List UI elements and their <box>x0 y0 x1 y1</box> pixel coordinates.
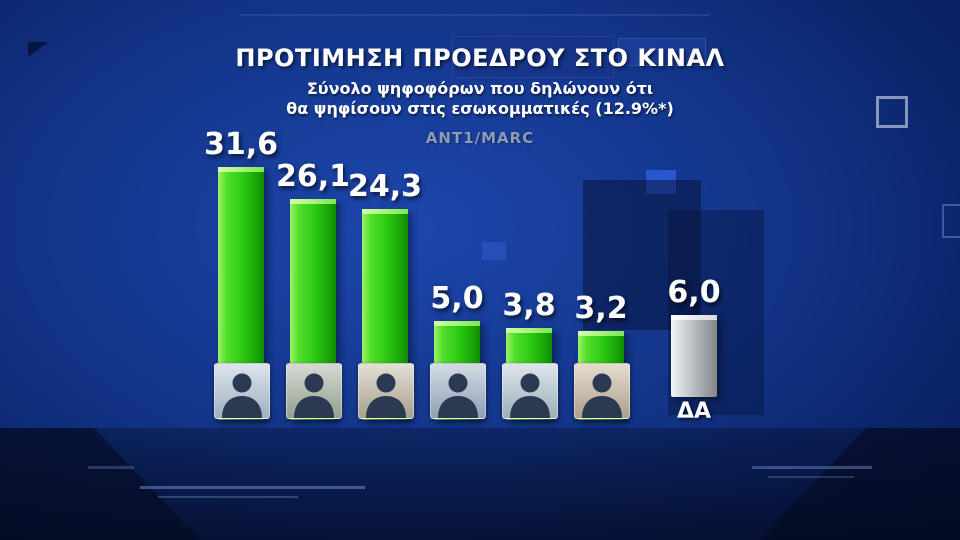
candidate-photo <box>214 363 270 419</box>
person-silhouette-icon <box>366 373 406 418</box>
bar-top-cap <box>290 199 336 204</box>
chart-title: ΠΡΟΤΙΜΗΣΗ ΠΡΟΕΔΡΟΥ ΣΤΟ ΚΙΝΑΛ <box>235 44 725 72</box>
decor-line-br-1 <box>752 466 872 469</box>
decor-rect-a <box>452 36 614 78</box>
decor-rect-b <box>618 38 706 66</box>
bar-value-label: 31,6 <box>203 127 279 162</box>
source-watermark: ANT1/MARC <box>425 128 535 147</box>
bar-top-cap <box>434 321 480 326</box>
candidate-photo <box>574 363 630 419</box>
bar-top-cap <box>218 167 264 172</box>
decor-line-bl-2 <box>158 496 298 498</box>
bar-top-cap <box>671 315 717 320</box>
decor-small-square <box>482 242 506 260</box>
bar-top-cap <box>578 331 624 336</box>
decor-line-left <box>88 466 134 469</box>
candidate-photo <box>430 363 486 419</box>
bar-value-label: 24,3 <box>347 169 423 204</box>
decor-outline-square <box>876 96 908 128</box>
bar-value-label: 5,0 <box>430 281 484 316</box>
decor-line-br-2 <box>768 476 854 478</box>
bar-value-label: 3,2 <box>574 291 628 326</box>
chart-subtitle-line1: Σύνολο ψηφοφόρων που δηλώνουν ότι <box>306 79 654 98</box>
chart-header: ΠΡΟΤΙΜΗΣΗ ΠΡΟΕΔΡΟΥ ΣΤΟ ΚΙΝΑΛ Σύνολο ψηφο… <box>0 44 960 147</box>
bar-top-cap <box>362 209 408 214</box>
candidate-photo <box>502 363 558 419</box>
person-silhouette-icon <box>510 373 550 418</box>
decor-top-line <box>240 14 710 16</box>
chart-subtitle: Σύνολο ψηφοφόρων που δηλώνουν ότι θα ψηφ… <box>0 79 960 120</box>
bar-value-label: 6,0 <box>667 275 721 310</box>
person-silhouette-icon <box>438 373 478 418</box>
bar-value-label: 26,1 <box>275 159 351 194</box>
decor-line-bl-1 <box>140 486 365 489</box>
decor-edge-square <box>942 204 960 238</box>
person-silhouette-icon <box>294 373 334 418</box>
da-bar <box>671 315 717 397</box>
candidate-photo <box>286 363 342 419</box>
bar-top-cap <box>506 328 552 333</box>
person-silhouette-icon <box>222 373 262 418</box>
da-label: ΔΑ <box>676 399 712 424</box>
bar-value-label: 3,8 <box>502 288 556 323</box>
decor-dark-rect-1 <box>583 180 701 330</box>
person-silhouette-icon <box>582 373 622 418</box>
chart-subtitle-line2: θα ψηφίσουν στις εσωκομματικές (12.9%*) <box>286 99 674 119</box>
candidate-photo <box>358 363 414 419</box>
